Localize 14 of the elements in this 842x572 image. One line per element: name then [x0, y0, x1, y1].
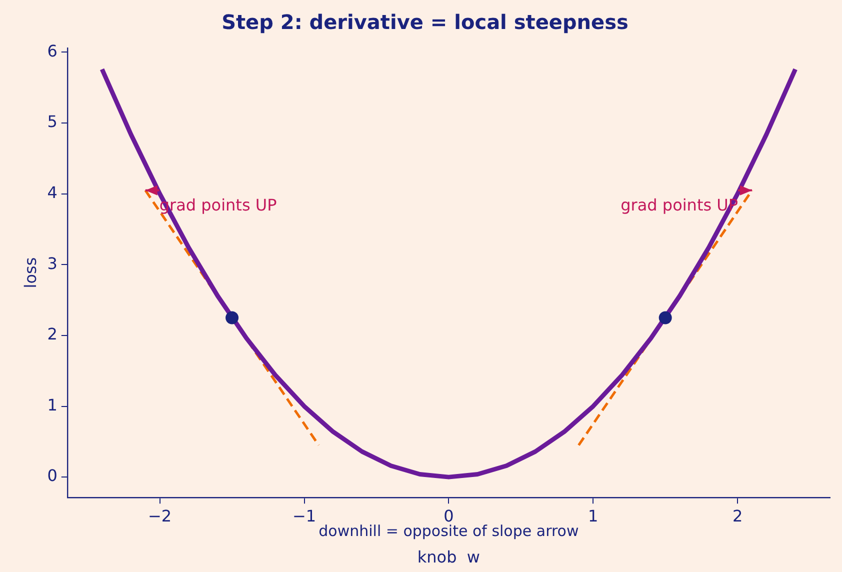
y-tick-label: 5 [47, 112, 58, 132]
chart-title: Step 2: derivative = local steepness [222, 10, 628, 34]
y-tick-label: 6 [47, 41, 58, 60]
y-tick-label: 3 [47, 254, 58, 273]
x-axis-title: knob w [417, 548, 480, 567]
x-tick-label: 2 [732, 506, 743, 526]
x-tick-label: −1 [292, 506, 316, 526]
y-tick-label: 0 [47, 466, 58, 486]
y-tick-label: 4 [47, 183, 58, 202]
y-tick-label: 2 [47, 324, 58, 344]
x-tick-label: −2 [148, 506, 172, 526]
y-axis-title: loss [20, 257, 40, 288]
y-tick-label: 1 [47, 395, 58, 414]
x-tick-label: 1 [588, 506, 598, 526]
